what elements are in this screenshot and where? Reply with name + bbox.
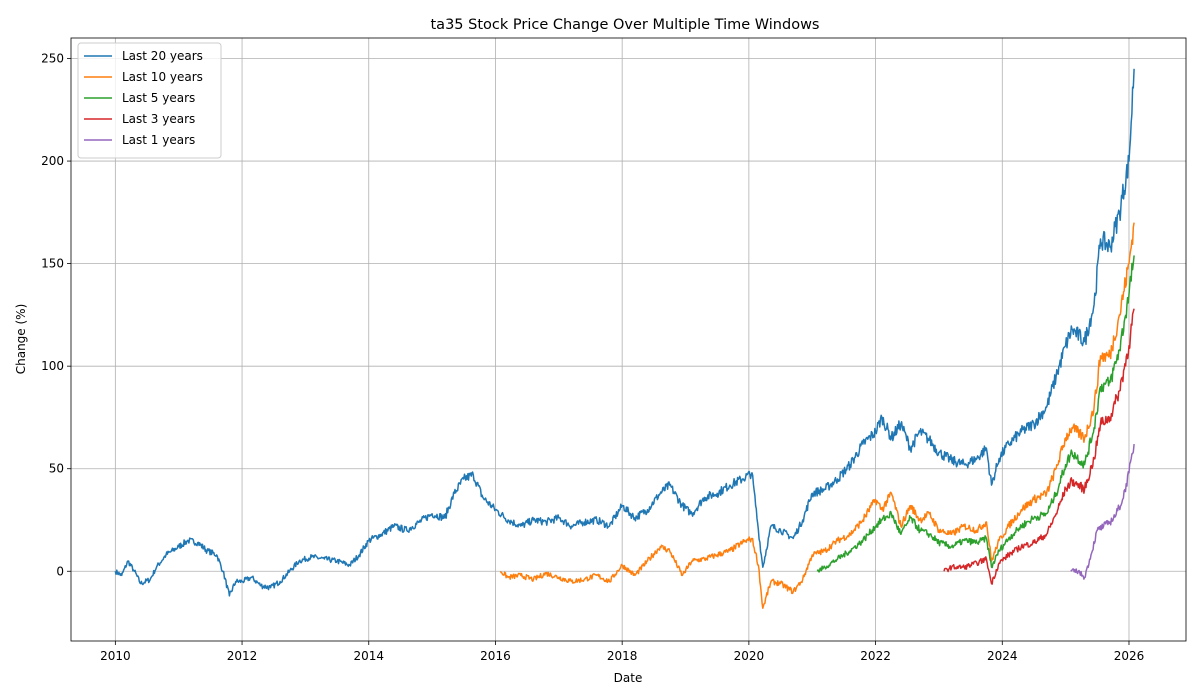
x-axis: 2010 2012 2014 2016 2018 2020 2022 2024 2026 [100,641,1144,663]
series-line-last-5-years [816,255,1135,573]
y-tick-label: 250 [41,52,64,66]
legend-label: Last 10 years [122,70,203,84]
x-tick-label: 2010 [100,649,131,663]
x-tick-label: 2026 [1114,649,1145,663]
series-line-last-1-years [1070,444,1135,580]
y-tick-label: 0 [56,564,64,578]
x-tick-label: 2024 [987,649,1018,663]
plot-frame [70,37,1187,642]
x-tick-label: 2012 [227,649,258,663]
series-line-last-3-years [943,308,1135,585]
legend-label: Last 1 years [122,133,195,147]
legend-label: Last 5 years [122,91,195,105]
grid [71,38,1186,641]
x-tick-label: 2016 [480,649,511,663]
series-line-last-20-years [114,68,1135,597]
y-tick-label: 50 [49,462,64,476]
x-tick-label: 2018 [607,649,638,663]
legend-label: Last 3 years [122,112,195,126]
y-tick-label: 150 [41,257,64,271]
series-layer [114,68,1135,609]
y-axis-label: Change (%) [14,304,28,375]
legend-box [77,42,222,159]
y-tick-label: 100 [41,359,64,373]
legend: Last 20 years Last 10 years Last 5 years La… [77,42,222,159]
y-tick-label: 200 [41,154,64,168]
x-axis-label: Date [614,671,643,685]
y-axis: 0 50 100 150 200 250 [41,52,71,578]
x-tick-label: 2020 [734,649,765,663]
x-tick-label: 2014 [353,649,384,663]
legend-label: Last 20 years [122,49,203,63]
series-line-last-10-years [499,222,1135,609]
chart-title: ta35 Stock Price Change Over Multiple Ti… [431,17,820,33]
x-tick-label: 2022 [860,649,891,663]
